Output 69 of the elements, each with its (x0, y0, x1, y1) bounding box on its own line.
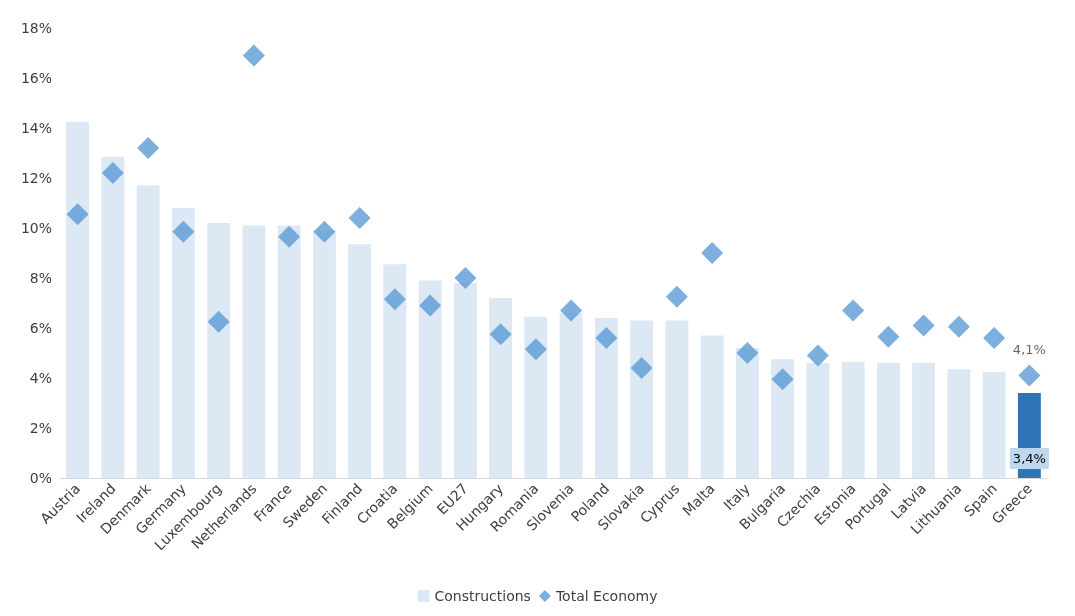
bar (559, 313, 583, 478)
point (419, 294, 442, 317)
bar (665, 320, 689, 478)
bar (594, 318, 618, 478)
bar (101, 156, 125, 478)
bar (453, 283, 477, 478)
point (454, 267, 477, 289)
point (172, 220, 195, 243)
bar (242, 225, 266, 478)
y-tick-label: 14% (20, 120, 52, 136)
bar (806, 363, 830, 478)
point (313, 220, 336, 243)
y-tick-label: 4% (29, 370, 52, 386)
point (701, 242, 724, 264)
bar (171, 208, 195, 478)
y-tick-label: 18% (20, 20, 52, 36)
bar (277, 225, 301, 478)
y-tick-label: 6% (29, 320, 52, 336)
y-tick-label: 12% (20, 170, 52, 186)
point (278, 225, 301, 248)
point (665, 285, 688, 308)
bar (207, 223, 231, 478)
point (842, 299, 865, 322)
point (101, 162, 124, 184)
bar (418, 280, 442, 478)
point (595, 327, 618, 349)
point (560, 299, 583, 322)
bar (524, 316, 548, 478)
y-tick-label: 16% (20, 70, 52, 86)
point (524, 338, 547, 361)
data-label: 4,1% (1012, 341, 1046, 357)
bar (66, 121, 90, 478)
bar (312, 230, 336, 478)
point (736, 342, 759, 364)
bar (136, 185, 160, 478)
bar (735, 348, 759, 478)
point (771, 368, 794, 391)
y-tick-label: 0% (29, 470, 52, 486)
point (806, 344, 829, 367)
point (137, 137, 160, 159)
point (383, 288, 406, 311)
bar (982, 371, 1006, 478)
y-tick-label: 2% (29, 420, 52, 436)
point (1018, 364, 1041, 387)
y-tick-label: 10% (20, 220, 52, 236)
bar (912, 363, 936, 478)
bar (947, 369, 971, 478)
point (348, 207, 371, 229)
point (242, 44, 265, 67)
y-tick-label: 8% (29, 270, 52, 286)
point (947, 315, 970, 338)
bar (700, 335, 724, 478)
bar (771, 359, 795, 478)
point (983, 327, 1006, 349)
point (630, 357, 653, 379)
point (912, 314, 935, 337)
point (489, 323, 512, 346)
bar (489, 298, 513, 478)
bar (630, 320, 654, 478)
point (66, 203, 89, 226)
bar (876, 363, 900, 478)
bar (383, 264, 407, 478)
bar (348, 244, 372, 478)
bar (841, 361, 865, 478)
point (207, 310, 230, 333)
data-label: 3,4% (1012, 451, 1046, 466)
legend-label: Constructions (434, 588, 531, 604)
point (877, 325, 900, 348)
legend-label: Total Economy (554, 588, 658, 604)
